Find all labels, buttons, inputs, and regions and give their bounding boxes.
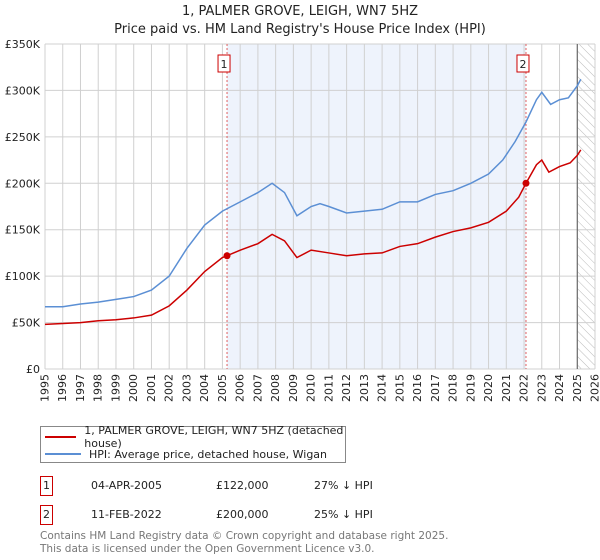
legend-item-property: 1, PALMER GROVE, LEIGH, WN7 5HZ (detache…	[45, 424, 345, 450]
sale-point	[223, 252, 231, 260]
y-tick-label: £250K	[5, 131, 41, 144]
sale-label: 2	[519, 58, 526, 71]
sale-period-shading	[227, 44, 526, 369]
property-price-line	[44, 149, 582, 326]
y-tick-label: £50K	[12, 317, 41, 330]
x-tick-label: 2013	[358, 374, 371, 402]
legend-item-hpi: HPI: Average price, detached house, Wiga…	[45, 446, 327, 462]
y-tick-label: £300K	[5, 84, 41, 97]
legend: 1, PALMER GROVE, LEIGH, WN7 5HZ (detache…	[40, 424, 346, 463]
x-tick-label: 2014	[376, 374, 389, 402]
x-tick-label: 1996	[56, 374, 69, 402]
legend-label-property: 1, PALMER GROVE, LEIGH, WN7 5HZ (detache…	[84, 424, 344, 450]
x-tick-label: 1997	[74, 374, 87, 402]
x-tick-label: 2024	[553, 374, 566, 402]
x-tick-label: 2021	[500, 374, 513, 402]
x-tick-label: 2019	[464, 374, 477, 402]
x-tick-label: 2022	[518, 374, 531, 402]
x-tick-label: 2000	[127, 374, 140, 402]
y-tick-label: £200K	[5, 177, 41, 190]
chart-title: 1, PALMER GROVE, LEIGH, WN7 5HZ	[181, 4, 419, 19]
legend-label-hpi: HPI: Average price, detached house, Wiga…	[89, 447, 328, 461]
y-tick-label: £100K	[5, 270, 41, 283]
y-tick-label: £350K	[5, 38, 41, 51]
x-tick-label: 2020	[482, 374, 495, 402]
footer: Contains HM Land Registry data © Crown c…	[40, 530, 448, 556]
hpi-line	[45, 78, 582, 308]
transaction-row: 1 04-APR-2005 £122,000 27% ↓ HPI	[40, 476, 540, 496]
x-tick-label: 2015	[393, 374, 406, 402]
x-tick-label: 1999	[109, 374, 122, 402]
x-tick-label: 2004	[198, 374, 211, 402]
x-tick-label: 2023	[535, 374, 548, 402]
chart-plot: 1995 1996 1997 1998 1999 2000 2001 2002 2003 2004…	[5, 38, 600, 402]
x-tick-label: 2009	[287, 374, 300, 402]
transaction-delta: 27% ↓ HPI	[314, 479, 373, 492]
x-tick-label: 2018	[447, 374, 460, 402]
x-tick-label: 2002	[163, 374, 176, 402]
footer-line-1: Contains HM Land Registry data © Crown c…	[40, 530, 449, 542]
transaction-row: 2 11-FEB-2022 £200,000 25% ↓ HPI	[40, 505, 540, 525]
x-tick-label: 2025	[571, 374, 584, 402]
x-tick-label: 2012	[340, 374, 353, 402]
transaction-badge: 2	[40, 505, 53, 525]
transaction-delta: 25% ↓ HPI	[314, 508, 373, 521]
transaction-price: £200,000	[216, 508, 269, 521]
x-tick-label: 2010	[305, 374, 318, 402]
x-tick-label: 2016	[411, 374, 424, 402]
x-tick-label: 2001	[145, 374, 158, 402]
y-tick-label: £0	[26, 363, 40, 376]
x-tick-label: 2007	[251, 374, 264, 402]
chart-subtitle: Price paid vs. HM Land Registry's House …	[114, 22, 486, 37]
legend-swatch-property	[45, 436, 77, 438]
y-tick-label: £150K	[5, 224, 41, 237]
x-tick-label: 2005	[216, 374, 229, 402]
forecast-hatch	[577, 44, 595, 369]
transaction-date: 11-FEB-2022	[91, 508, 162, 521]
x-tick-label: 1998	[92, 374, 105, 402]
x-tick-label: 1995	[39, 374, 52, 402]
x-tick-label: 2017	[429, 374, 442, 402]
x-tick-label: 2011	[322, 374, 335, 402]
legend-swatch-hpi	[45, 453, 81, 455]
transaction-price: £122,000	[216, 479, 269, 492]
footer-line-2: This data is licensed under the Open Gov…	[40, 543, 375, 555]
transaction-date: 04-APR-2005	[91, 479, 163, 492]
sale-point	[522, 179, 530, 187]
x-tick-label: 2003	[180, 374, 193, 402]
transaction-badge: 1	[40, 476, 53, 496]
x-tick-label: 2008	[269, 374, 282, 402]
sale-label-box	[217, 54, 231, 73]
x-tick-label: 2026	[589, 374, 600, 402]
sale-label: 1	[221, 58, 228, 71]
x-tick-label: 2006	[234, 374, 247, 402]
sale-label-box	[516, 54, 530, 73]
